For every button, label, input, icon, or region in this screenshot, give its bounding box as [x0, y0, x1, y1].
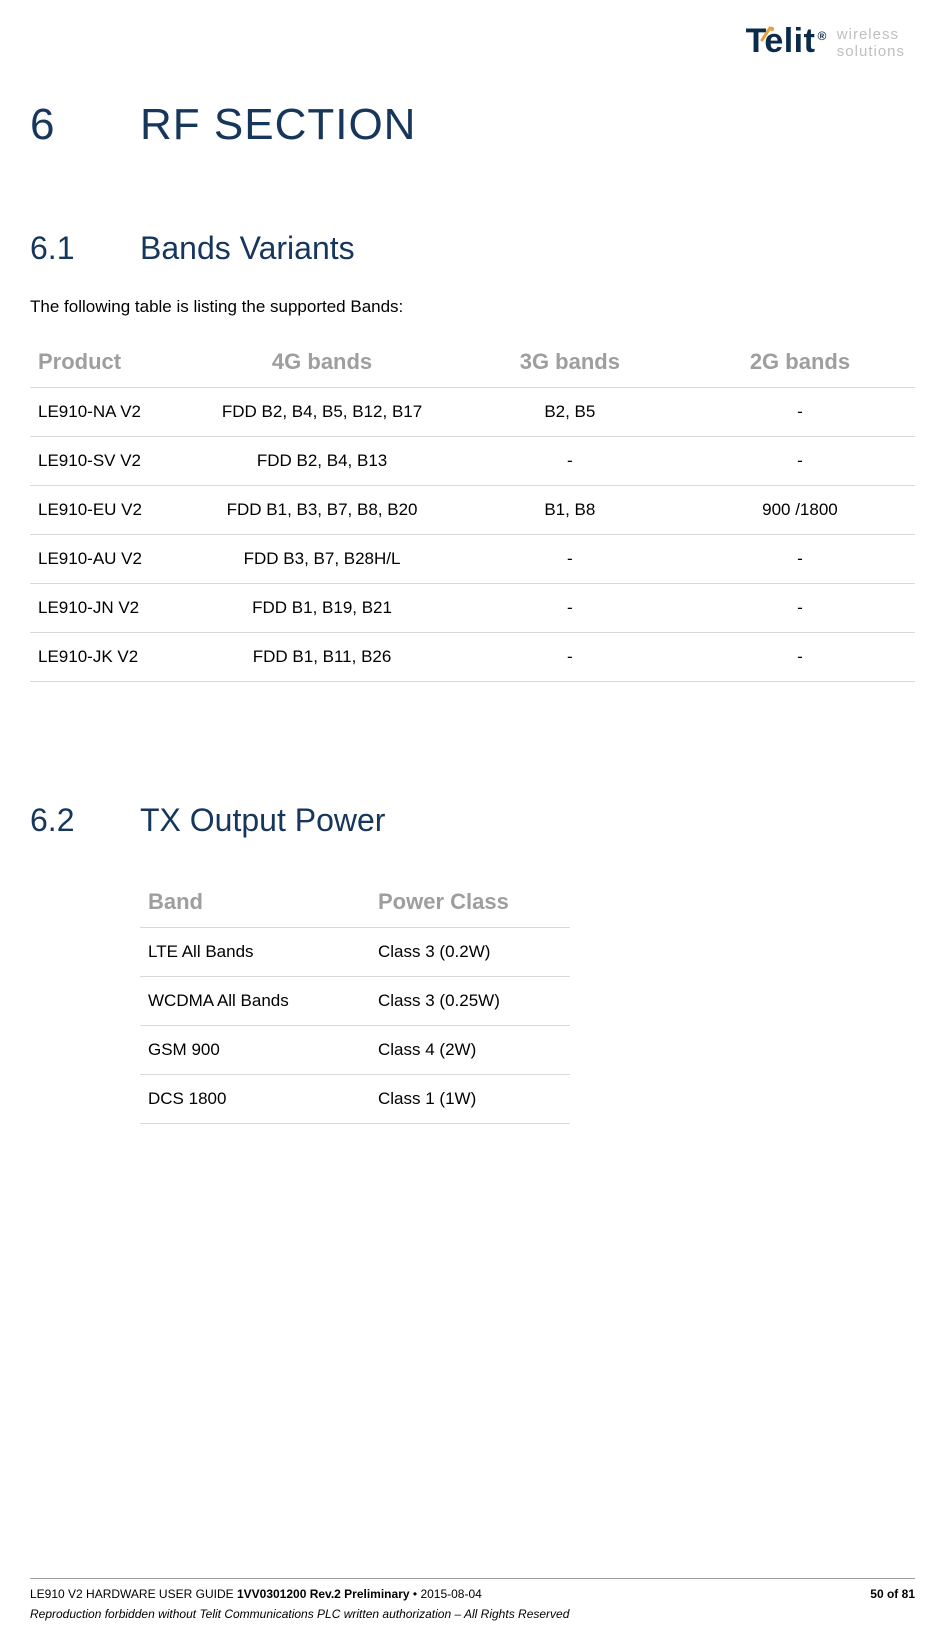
footer-meta-row: LE910 V2 HARDWARE USER GUIDE 1VV0301200 …: [30, 1587, 915, 1601]
cell-2g: -: [685, 633, 915, 682]
bands-variants-table: Product 4G bands 3G bands 2G bands LE910…: [30, 339, 915, 682]
cell-band: DCS 1800: [140, 1075, 370, 1124]
table-row: DCS 1800 Class 1 (1W): [140, 1075, 570, 1124]
cell-2g: -: [685, 437, 915, 486]
cell-power: Class 3 (0.2W): [370, 928, 570, 977]
cell-product: LE910-AU V2: [30, 535, 189, 584]
col-band: Band: [140, 879, 370, 928]
table-row: LTE All Bands Class 3 (0.2W): [140, 928, 570, 977]
cell-product: LE910-EU V2: [30, 486, 189, 535]
footer-date: 2015-08-04: [420, 1587, 481, 1601]
cell-4g: FDD B1, B3, B7, B8, B20: [189, 486, 455, 535]
cell-band: LTE All Bands: [140, 928, 370, 977]
cell-band: WCDMA All Bands: [140, 977, 370, 1026]
footer-copyright-notice: Reproduction forbidden without Telit Com…: [30, 1607, 915, 1621]
logo-accent-icon: [760, 12, 776, 28]
section-number: 6.2: [30, 802, 140, 839]
table-row: WCDMA All Bands Class 3 (0.25W): [140, 977, 570, 1026]
table-row: LE910-AU V2 FDD B3, B7, B28H/L - -: [30, 535, 915, 584]
footer-page-number: 50 of 81: [870, 1587, 915, 1601]
cell-4g: FDD B3, B7, B28H/L: [189, 535, 455, 584]
table-row: LE910-NA V2 FDD B2, B4, B5, B12, B17 B2,…: [30, 388, 915, 437]
cell-product: LE910-JN V2: [30, 584, 189, 633]
table-row: LE910-SV V2 FDD B2, B4, B13 - -: [30, 437, 915, 486]
cell-3g: -: [455, 535, 685, 584]
table-row: LE910-JK V2 FDD B1, B11, B26 - -: [30, 633, 915, 682]
section-title: TX Output Power: [140, 802, 385, 839]
cell-power: Class 1 (1W): [370, 1075, 570, 1124]
section-heading: 6.1 Bands Variants: [30, 230, 915, 267]
cell-3g: B2, B5: [455, 388, 685, 437]
cell-2g: -: [685, 584, 915, 633]
brand-logo: Telit® wireless solutions: [746, 22, 905, 61]
cell-2g: -: [685, 535, 915, 584]
footer-doc-info: LE910 V2 HARDWARE USER GUIDE 1VV0301200 …: [30, 1587, 482, 1601]
registered-mark: ®: [817, 29, 826, 43]
section-heading: 6.2 TX Output Power: [30, 802, 915, 839]
cell-4g: FDD B2, B4, B13: [189, 437, 455, 486]
table-row: LE910-JN V2 FDD B1, B19, B21 - -: [30, 584, 915, 633]
cell-band: GSM 900: [140, 1026, 370, 1075]
chapter-number: 6: [30, 100, 140, 150]
cell-3g: -: [455, 633, 685, 682]
cell-2g: 900 /1800: [685, 486, 915, 535]
brand-name: Telit®: [746, 22, 827, 61]
page-footer: LE910 V2 HARDWARE USER GUIDE 1VV0301200 …: [30, 1578, 915, 1621]
cell-product: LE910-JK V2: [30, 633, 189, 682]
brand-name-text: Telit: [746, 22, 816, 60]
cell-3g: -: [455, 584, 685, 633]
col-3g: 3G bands: [455, 339, 685, 388]
tx-power-table: Band Power Class LTE All Bands Class 3 (…: [140, 879, 570, 1124]
cell-4g: FDD B1, B19, B21: [189, 584, 455, 633]
chapter-heading: 6 RF SECTION: [30, 100, 915, 150]
section-intro-text: The following table is listing the suppo…: [30, 297, 915, 317]
tagline-line2: solutions: [837, 43, 905, 60]
table-header-row: Band Power Class: [140, 879, 570, 928]
cell-power: Class 4 (2W): [370, 1026, 570, 1075]
footer-doc-title: LE910 V2 HARDWARE USER GUIDE: [30, 1587, 234, 1601]
cell-power: Class 3 (0.25W): [370, 977, 570, 1026]
cell-4g: FDD B1, B11, B26: [189, 633, 455, 682]
tagline-line1: wireless: [837, 26, 905, 43]
footer-doc-id: 1VV0301200 Rev.2 Preliminary: [237, 1587, 410, 1601]
cell-product: LE910-NA V2: [30, 388, 189, 437]
cell-4g: FDD B2, B4, B5, B12, B17: [189, 388, 455, 437]
cell-3g: B1, B8: [455, 486, 685, 535]
cell-product: LE910-SV V2: [30, 437, 189, 486]
section-number: 6.1: [30, 230, 140, 267]
cell-2g: -: [685, 388, 915, 437]
table-row: LE910-EU V2 FDD B1, B3, B7, B8, B20 B1, …: [30, 486, 915, 535]
table-header-row: Product 4G bands 3G bands 2G bands: [30, 339, 915, 388]
chapter-title: RF SECTION: [140, 100, 416, 150]
col-power-class: Power Class: [370, 879, 570, 928]
col-product: Product: [30, 339, 189, 388]
cell-3g: -: [455, 437, 685, 486]
tx-power-table-wrap: Band Power Class LTE All Bands Class 3 (…: [140, 879, 915, 1124]
brand-tagline: wireless solutions: [837, 26, 905, 61]
col-4g: 4G bands: [189, 339, 455, 388]
table-row: GSM 900 Class 4 (2W): [140, 1026, 570, 1075]
col-2g: 2G bands: [685, 339, 915, 388]
section-title: Bands Variants: [140, 230, 355, 267]
